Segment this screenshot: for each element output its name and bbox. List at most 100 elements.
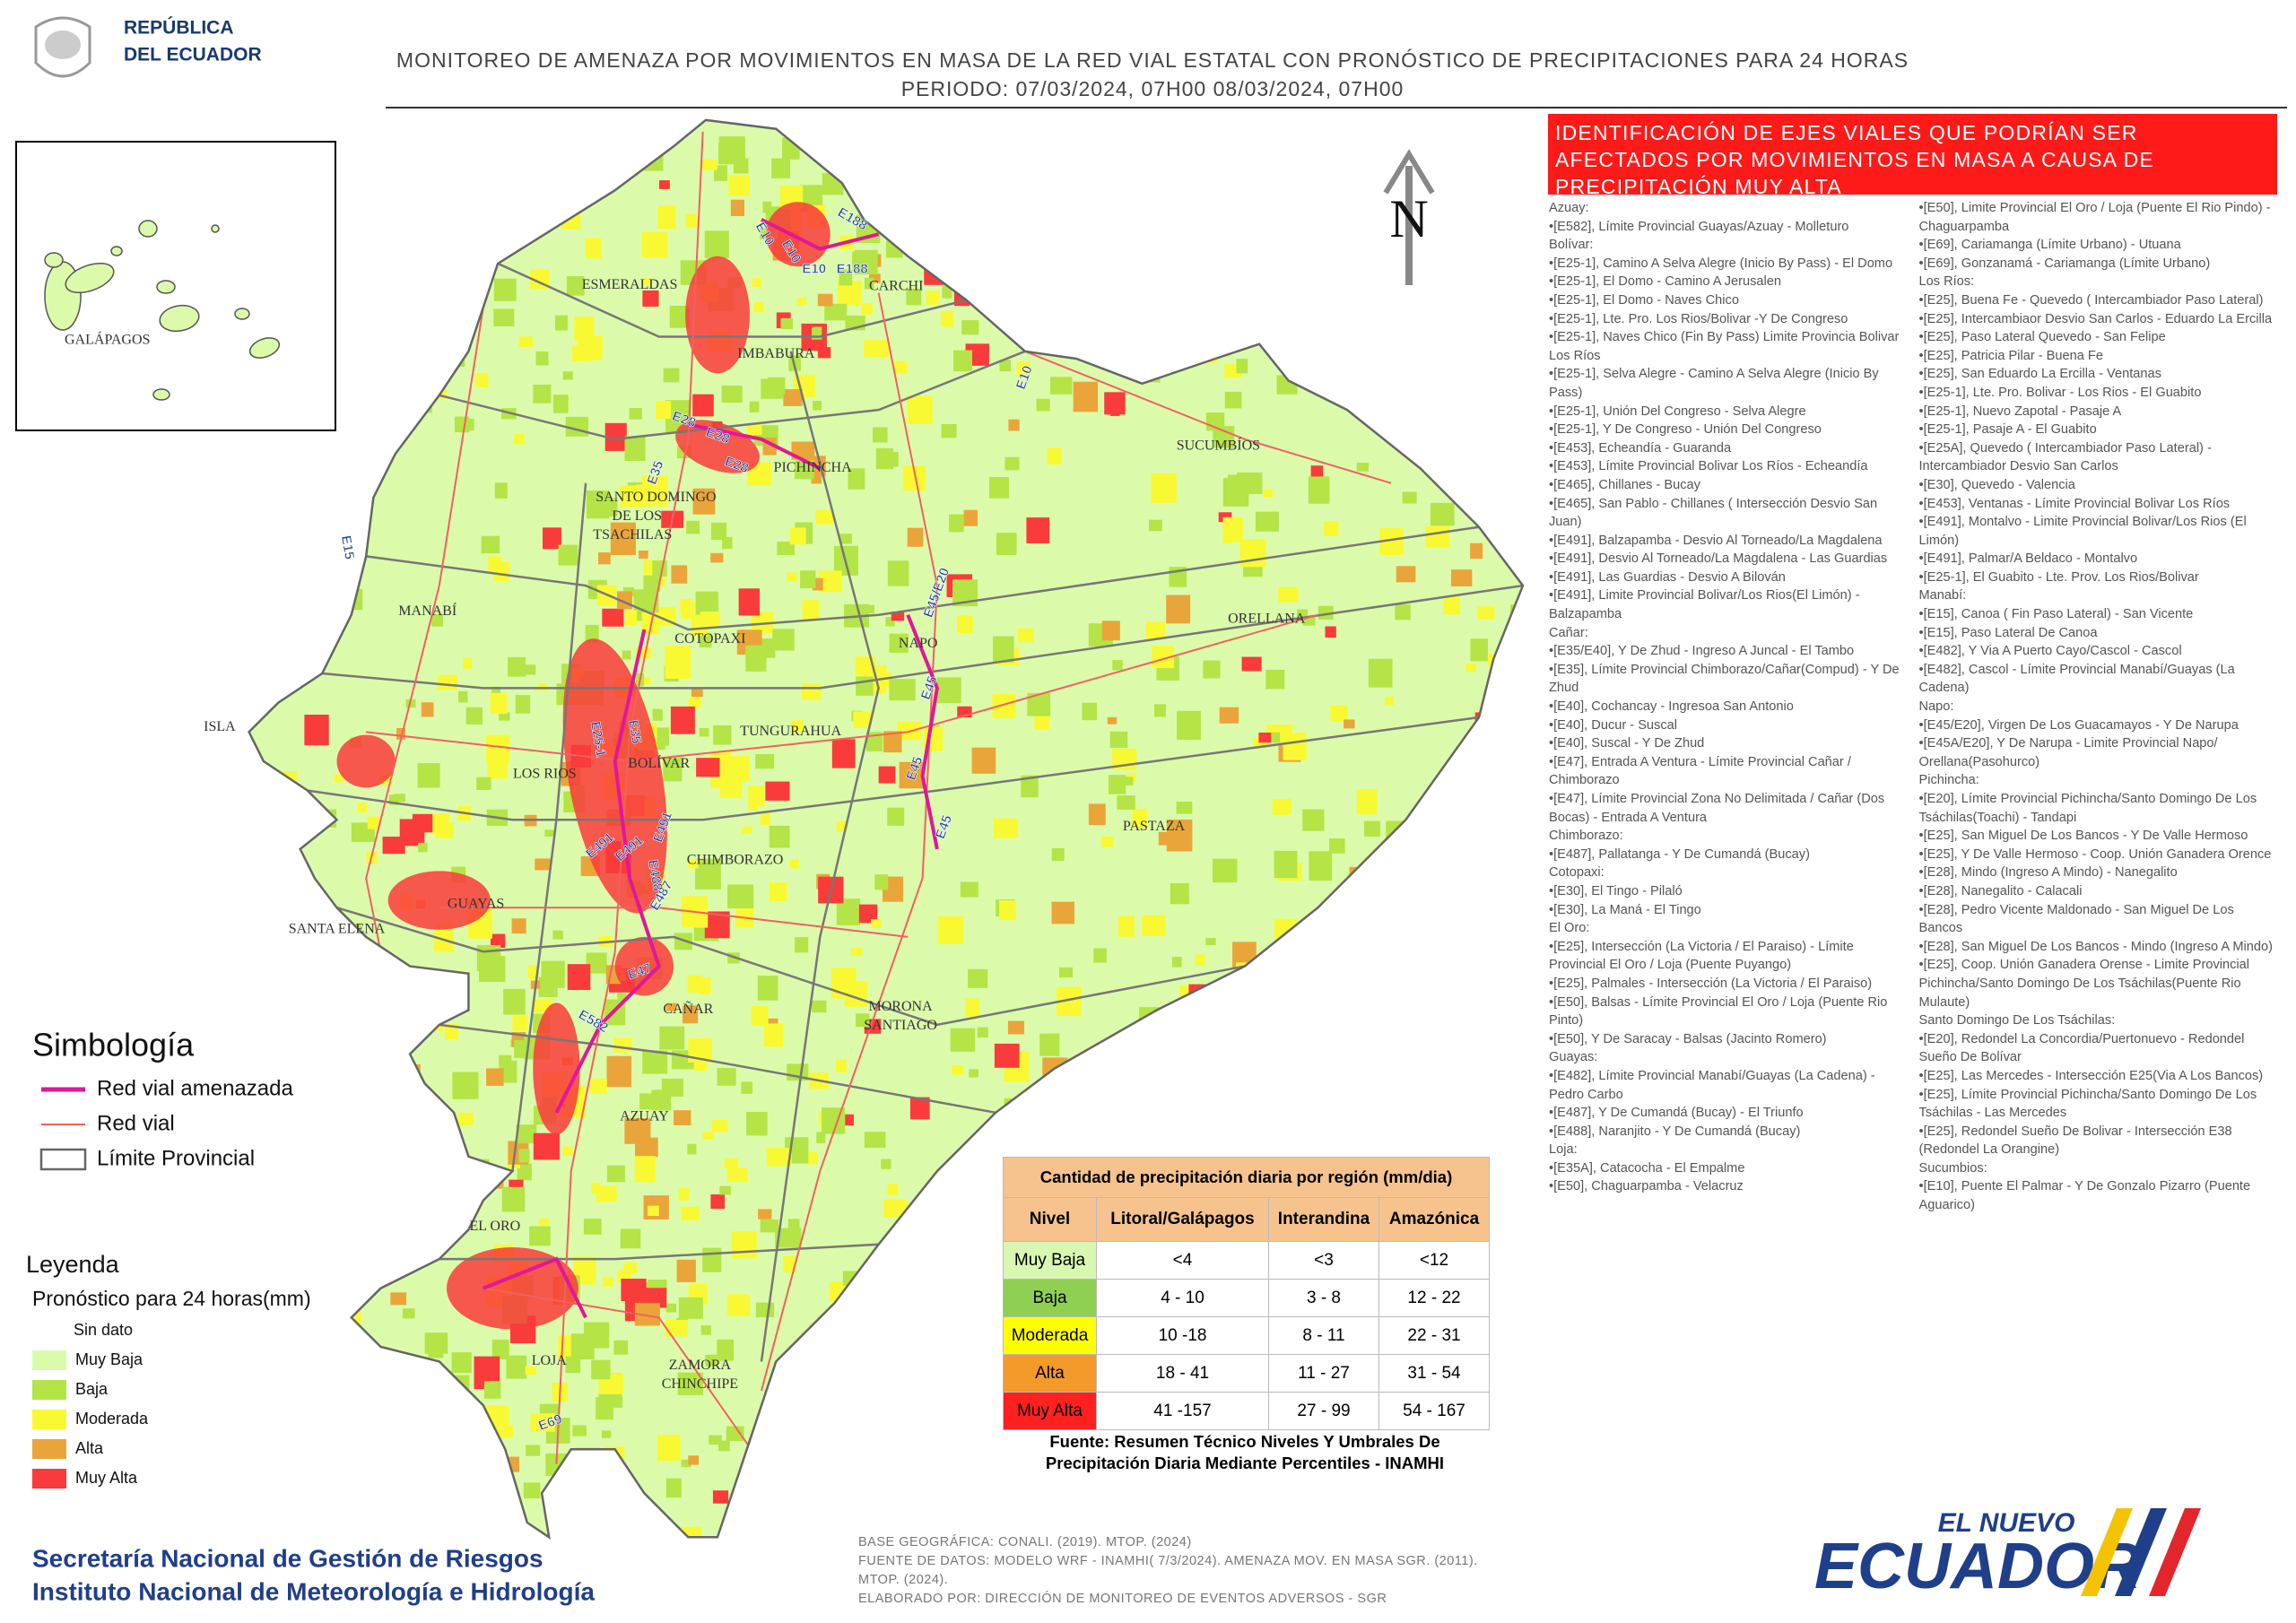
road-item: Loja:	[1549, 1142, 1578, 1158]
hazard-cell	[963, 509, 978, 526]
hazard-cell	[431, 215, 451, 238]
hazard-cell	[457, 1112, 474, 1125]
hazard-cell	[942, 285, 952, 299]
province-label: ZAMORA	[669, 1358, 732, 1373]
hazard-cell	[960, 881, 978, 898]
road-item: •[E25-1], Pasaje A - El Guabito	[1918, 422, 2097, 438]
hazard-cell	[682, 1526, 701, 1538]
hazard-cell	[836, 1059, 848, 1072]
hazard-cell	[327, 1284, 341, 1296]
hazard-cell	[738, 588, 761, 616]
province-label: ORELLANA	[1228, 611, 1306, 626]
hazard-cell	[710, 552, 724, 563]
hazard-cell	[1330, 705, 1348, 722]
hazard-cell	[1021, 775, 1039, 798]
logo-stripe	[2149, 1508, 2201, 1596]
road-item: •[E28], Pedro Vicente Maldonado - San Mi…	[1918, 902, 2234, 936]
hazard-cell	[585, 1543, 597, 1553]
hazard-cell	[583, 1219, 602, 1235]
hazard-cell	[642, 277, 652, 286]
hazard-cell	[1434, 122, 1454, 141]
hazard-cell	[523, 1482, 541, 1499]
hazard-cell	[1218, 1011, 1242, 1041]
hazard-cell	[1075, 120, 1093, 134]
road-item: •[E69], Cariamanga (Límite Urbano) - Utu…	[1918, 238, 2181, 253]
legend-label: Sin dato	[74, 1321, 133, 1339]
hazard-cell	[704, 880, 716, 889]
hazard-cell	[1213, 858, 1238, 883]
hazard-cell	[545, 1453, 572, 1476]
hazard-cell	[1302, 616, 1316, 626]
hazard-cell	[404, 1521, 431, 1538]
hazard-cell	[811, 472, 822, 484]
hazard-cell	[310, 1343, 334, 1367]
hazard-cell	[818, 570, 842, 593]
hazard-cell	[731, 1231, 757, 1259]
island	[211, 224, 220, 233]
road-item: Guayas:	[1549, 1050, 1598, 1065]
hazard-cell	[1253, 220, 1271, 237]
hazard-cell	[633, 673, 644, 687]
hazard-cell	[629, 408, 642, 420]
hazard-cell	[638, 149, 664, 171]
hazard-cell	[501, 1186, 526, 1212]
hazard-cell	[382, 837, 405, 855]
hazard-cell	[774, 1402, 791, 1424]
hazard-cell	[887, 1184, 899, 1195]
hazard-cell	[275, 1492, 291, 1512]
hazard-cell	[804, 119, 827, 143]
hazard-cell	[449, 1393, 465, 1406]
hazard-cell	[264, 1361, 285, 1389]
road-item: •[E69], Gonzanamá - Cariamanga (Límite U…	[1918, 256, 2211, 271]
hazard-cell	[476, 944, 501, 972]
hazard-cell	[278, 1503, 291, 1513]
island	[44, 252, 64, 268]
hazard-cell	[805, 1151, 818, 1165]
hazard-cell	[269, 525, 279, 535]
road-item: •[E15], Paso Lateral De Canoa	[1918, 625, 2098, 640]
hazard-cell	[1007, 1020, 1024, 1035]
hazard-cell	[354, 1360, 376, 1378]
road-item: •[E25], Redondel Sueño De Bolivar - Inte…	[1918, 1124, 2232, 1158]
hazard-blob	[562, 638, 667, 914]
symbol-label: Límite Provincial	[97, 1146, 255, 1170]
logo-stripe	[2081, 1508, 2133, 1596]
hazard-cell	[482, 182, 502, 198]
hazard-cell	[628, 1547, 647, 1567]
hazard-cell	[1356, 789, 1378, 815]
road	[1024, 350, 1392, 484]
hazard-cell	[642, 1050, 668, 1074]
table-level: Moderada	[1003, 1316, 1097, 1355]
hazard-cell	[710, 1194, 726, 1210]
table-cell: 11 - 27	[1268, 1354, 1379, 1393]
hazard-cell	[1241, 656, 1262, 672]
hazard-cell	[1073, 381, 1099, 412]
hazard-cell	[940, 310, 954, 327]
hazard-cell	[1201, 310, 1226, 335]
hazard-cell	[554, 315, 568, 331]
hazard-cell	[885, 617, 895, 627]
hazard-cell	[402, 1308, 415, 1319]
hazard-cell	[1472, 1098, 1496, 1120]
province-boundary	[365, 525, 1480, 631]
logo-text: DEL ECUADOR	[124, 45, 262, 65]
hazard-cell	[676, 1259, 696, 1282]
hazard-cell	[530, 1413, 555, 1432]
hazard-cell	[926, 291, 940, 305]
province-label: NAPO	[899, 636, 938, 651]
hazard-cell	[603, 1276, 613, 1287]
province-boundary	[439, 350, 1026, 441]
hazard-cell	[1351, 1490, 1374, 1508]
hazard-cell	[1132, 808, 1147, 829]
hazard-cell	[1145, 621, 1166, 639]
road-label: E35	[625, 719, 644, 745]
hazard-cell	[361, 1358, 383, 1381]
hazard-cell	[861, 303, 873, 315]
hazard-cell	[1469, 804, 1489, 824]
hazard-cell	[570, 167, 586, 181]
hazard-cell	[1405, 975, 1427, 998]
hazard-cell	[437, 674, 457, 690]
hazard-cell	[250, 904, 264, 919]
hazard-cell	[973, 1182, 991, 1195]
road-item: •[E487], Pallatanga - Y De Cumandá (Buca…	[1549, 846, 1810, 862]
